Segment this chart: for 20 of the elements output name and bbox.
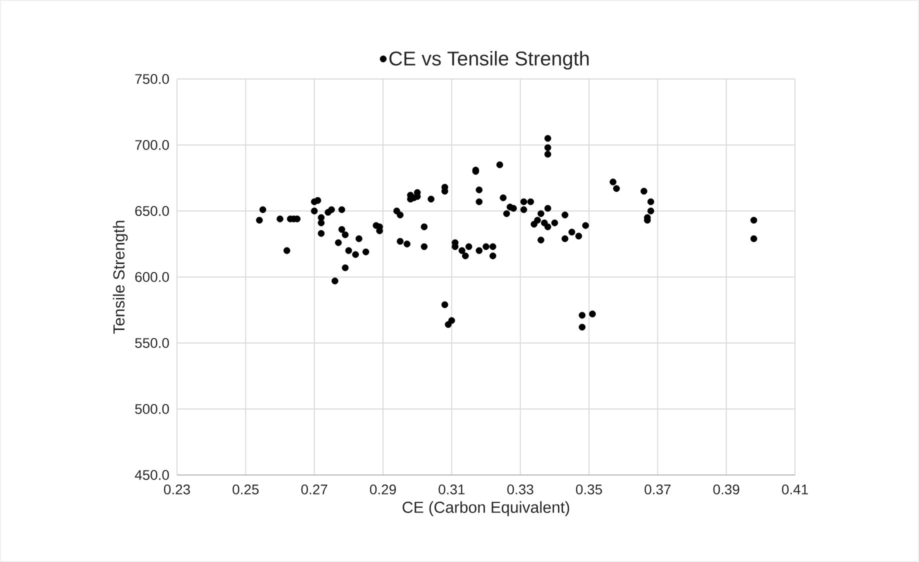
x-tick-label: 0.29 <box>370 484 396 494</box>
x-axis-title: CE (Carbon Equivalent) <box>402 501 570 516</box>
x-tick-label: 0.37 <box>644 484 671 494</box>
y-tick-label: 600.0 <box>135 272 169 282</box>
x-tick-label: 0.23 <box>164 484 190 494</box>
legend-label: CE vs Tensile Strength <box>389 50 589 70</box>
x-tick-label: 0.27 <box>301 484 328 494</box>
x-tick-label: 0.39 <box>713 484 740 494</box>
y-axis-title: Tensile Strength <box>112 220 128 334</box>
x-tick-label: 0.25 <box>232 484 259 494</box>
x-tick-label: 0.31 <box>438 484 465 494</box>
y-tick-label: 450.0 <box>134 470 169 480</box>
y-tick-label: 750.0 <box>135 74 169 84</box>
x-tick-label: 0.33 <box>507 484 534 494</box>
x-tick-label: 0.41 <box>782 484 808 494</box>
y-tick-label: 700.0 <box>135 140 169 150</box>
y-tick-label: 650.0 <box>135 206 169 216</box>
y-tick-label: 500.0 <box>135 404 169 414</box>
y-tick-label: 550.0 <box>135 338 169 348</box>
x-tick-label: 0.35 <box>576 484 602 494</box>
